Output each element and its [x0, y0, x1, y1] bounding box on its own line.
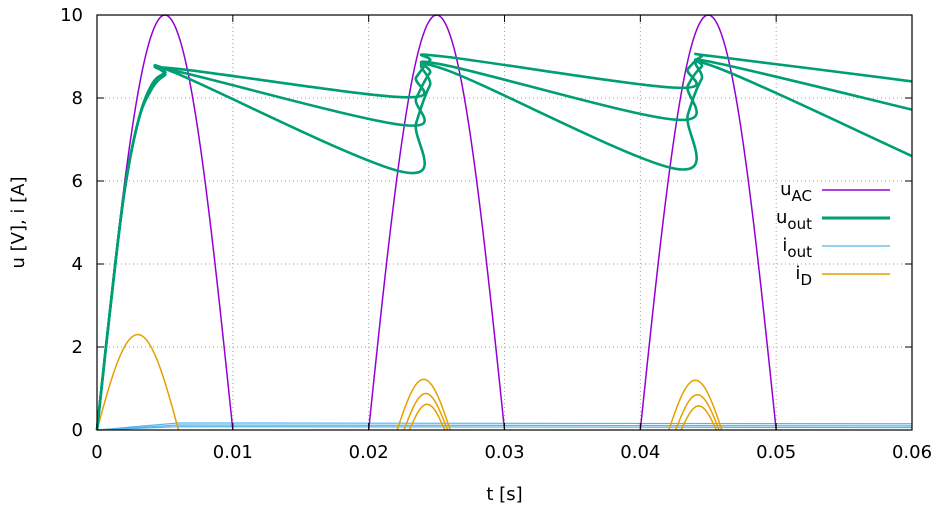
u-ac-line [96, 14, 234, 431]
x-tick-label: 0.06 [892, 442, 932, 463]
y-tick-label: 2 [72, 337, 83, 358]
legend-label: iout [782, 235, 812, 261]
axes: 0 0.01 0.02 0.03 0.04 0.05 0.06 0 2 4 6 8 10 [60, 5, 932, 463]
u-out-line [95, 60, 913, 431]
x-tick-label: 0.05 [756, 442, 796, 463]
u-ac-line [367, 14, 506, 431]
i-d-pulse [403, 392, 449, 431]
i-out-line [96, 426, 913, 431]
i-d-pulse [668, 379, 723, 431]
y-tick-label: 6 [72, 171, 83, 192]
x-tick-label: 0.04 [620, 442, 660, 463]
i-d-pulse [396, 378, 451, 431]
y-tick-label: 8 [72, 88, 83, 109]
x-axis-label: t [s] [486, 484, 522, 505]
legend-label: uAC [780, 179, 812, 205]
y-tick-label: 4 [72, 254, 83, 275]
i-d-pulse [674, 393, 720, 431]
x-tick-label: 0.01 [213, 442, 253, 463]
y-axis-label: u [V], i [A] [8, 176, 29, 268]
u-out-line [95, 52, 913, 431]
i-out-line [96, 422, 913, 431]
x-tick-label: 0.02 [349, 442, 389, 463]
u-ac-line [639, 14, 777, 431]
y-tick-label: 10 [60, 5, 83, 26]
i-d-pulse [680, 405, 718, 431]
i-d-pulse [96, 333, 180, 431]
legend-label: iD [795, 263, 812, 289]
x-tick-label: 0.03 [484, 442, 524, 463]
legend-label: uout [776, 207, 812, 233]
i-d-pulse [408, 403, 446, 431]
y-tick-label: 0 [72, 420, 83, 441]
x-tick-label: 0 [91, 442, 102, 463]
